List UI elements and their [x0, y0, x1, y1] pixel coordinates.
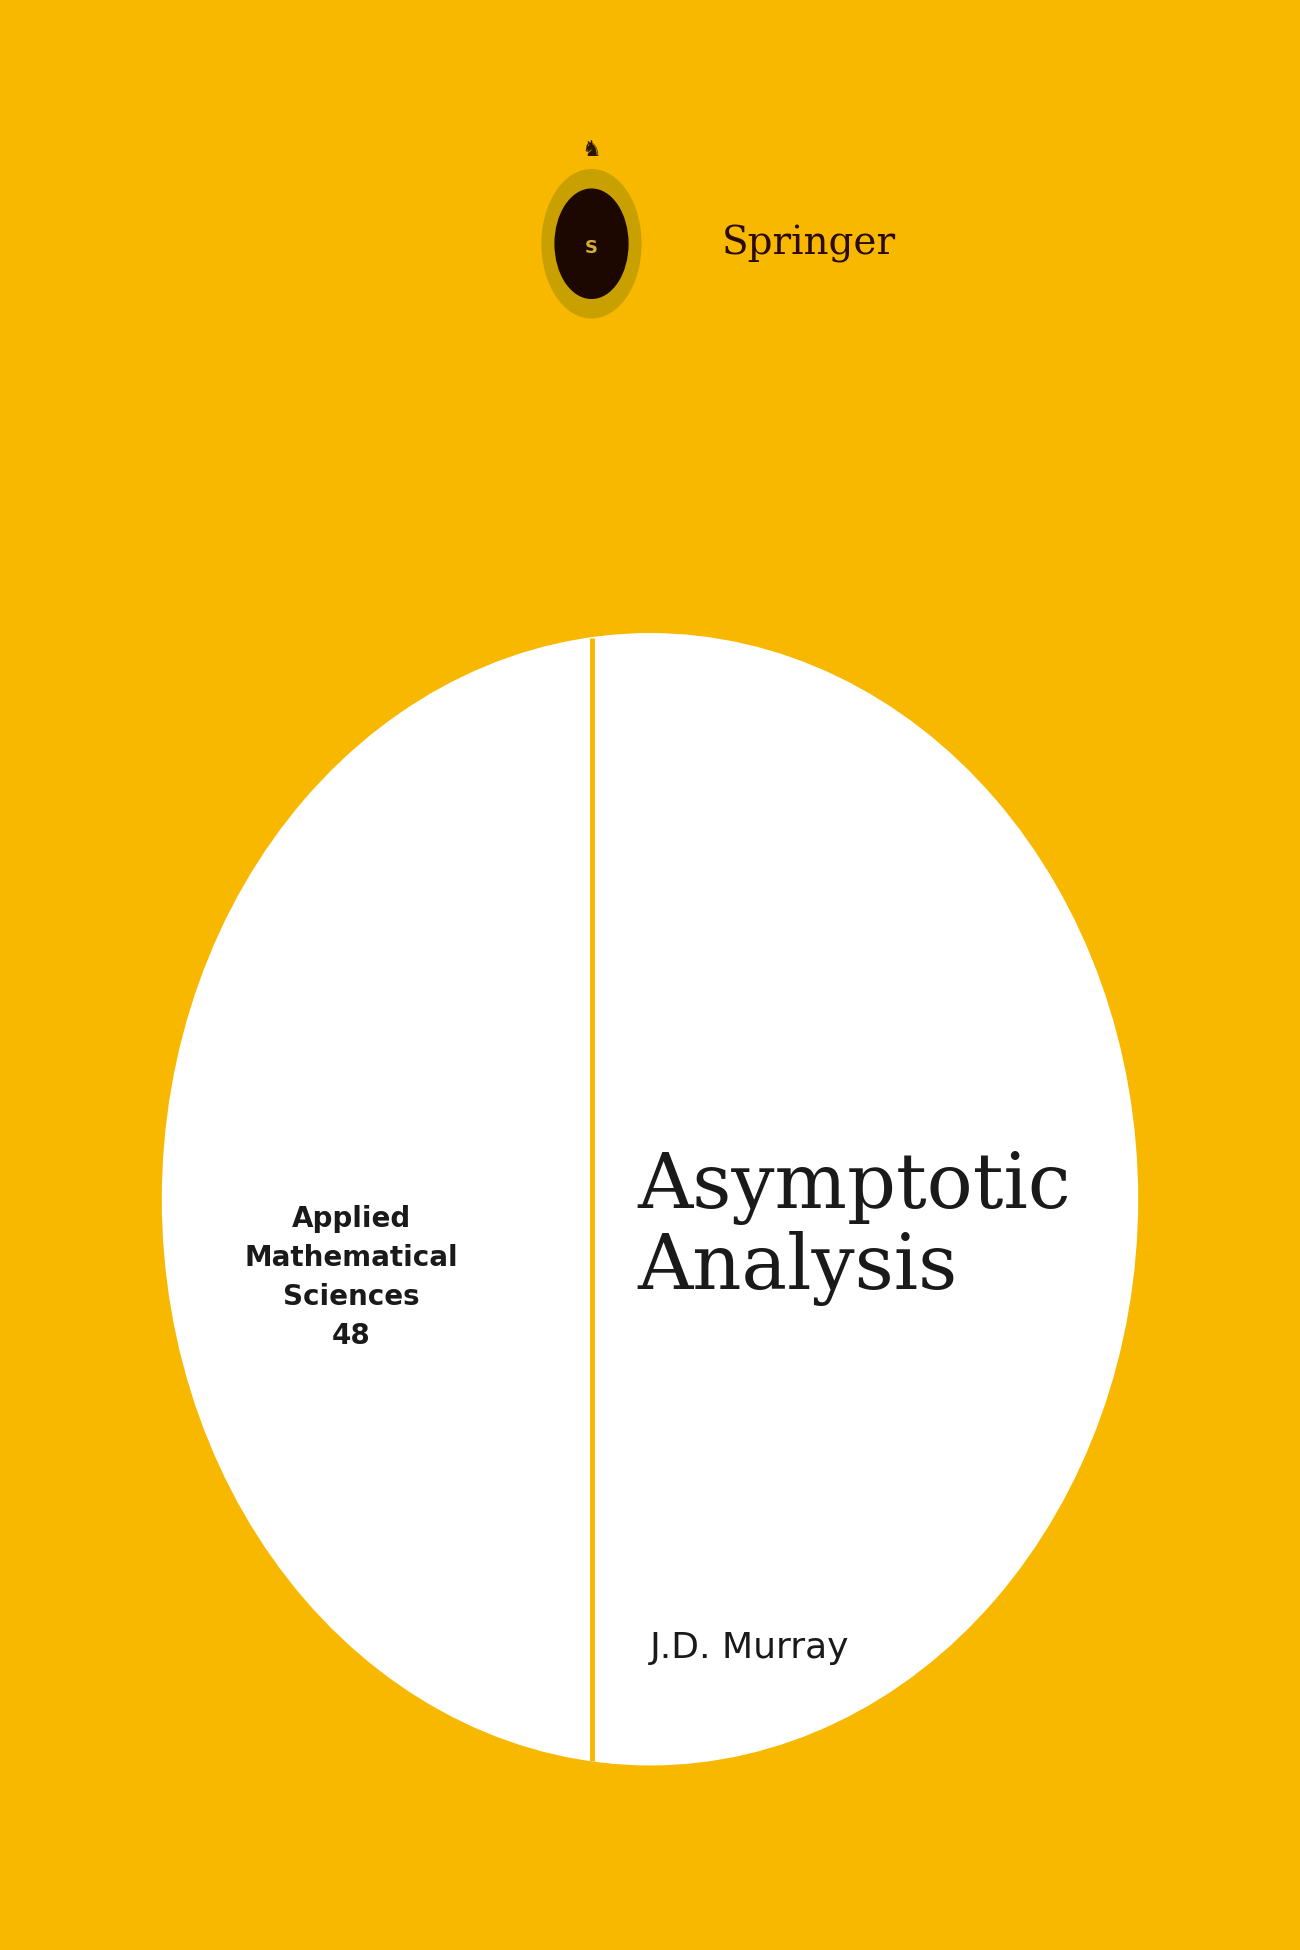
Ellipse shape [162, 634, 1138, 1765]
Text: Asymptotic
Analysis: Asymptotic Analysis [637, 1150, 1071, 1307]
Text: S: S [585, 238, 598, 257]
Text: ♞: ♞ [581, 140, 602, 160]
Text: Applied
Mathematical
Sciences
48: Applied Mathematical Sciences 48 [244, 1205, 458, 1349]
Circle shape [555, 189, 628, 298]
Text: Springer: Springer [722, 224, 896, 263]
Circle shape [542, 170, 641, 318]
Text: J.D. Murray: J.D. Murray [650, 1630, 849, 1665]
